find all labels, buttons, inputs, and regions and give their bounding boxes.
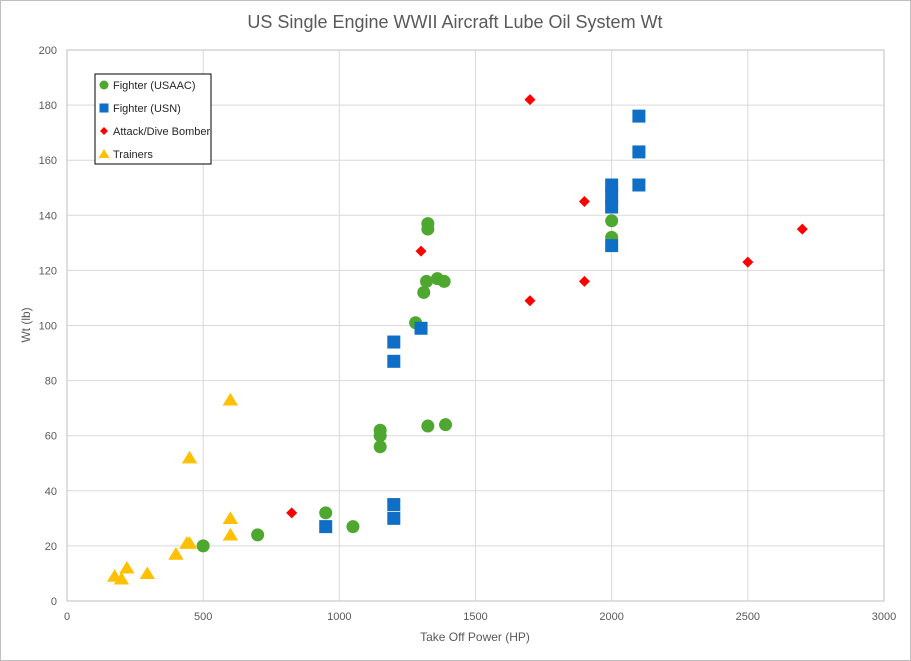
data-points <box>106 94 808 585</box>
chart-title: US Single Engine WWII Aircraft Lube Oil … <box>247 12 662 32</box>
data-point <box>251 528 265 542</box>
data-point <box>796 223 808 235</box>
series-trainers <box>106 392 239 585</box>
plot-area-border <box>66 49 885 602</box>
x-tick-label: 2000 <box>599 611 623 623</box>
data-point <box>181 450 198 464</box>
x-axis-ticks: 0 500 1000 1500 2000 2500 3000 <box>64 611 896 623</box>
y-tick-label: 200 <box>39 45 57 57</box>
data-point <box>439 418 453 432</box>
data-point <box>632 145 646 159</box>
legend-marker <box>98 149 110 158</box>
series-attack-dive-bomber <box>286 94 808 519</box>
y-tick-label: 20 <box>45 541 57 553</box>
data-point <box>524 94 536 106</box>
data-point <box>286 507 298 519</box>
data-point <box>421 217 435 231</box>
x-axis-label: Take Off Power (HP) <box>420 630 530 644</box>
y-tick-label: 100 <box>39 321 57 333</box>
data-point <box>222 527 239 541</box>
y-tick-label: 0 <box>51 596 57 608</box>
y-tick-label: 80 <box>45 376 57 388</box>
legend-entry: Fighter (USAAC) <box>99 80 196 92</box>
data-point <box>319 506 333 520</box>
data-point <box>181 536 198 549</box>
legend: Fighter (USAAC) Fighter (USN) Attack/Dive … <box>94 73 212 165</box>
data-point <box>119 560 135 574</box>
data-point <box>632 178 646 192</box>
data-point <box>222 511 239 524</box>
legend-label: Attack/Dive Bomber <box>113 126 211 138</box>
y-axis-ticks: 0 20 40 60 80 100 120 140 160 180 200 <box>39 45 57 608</box>
legend-label: Fighter (USN) <box>113 103 181 115</box>
data-point <box>414 321 428 335</box>
data-point <box>373 440 387 454</box>
data-point <box>632 109 646 123</box>
data-point <box>113 571 130 585</box>
data-point <box>605 239 619 253</box>
data-point <box>421 419 435 433</box>
legend-entry: Attack/Dive Bomber <box>100 126 211 138</box>
y-tick-label: 120 <box>39 265 57 277</box>
legend-label: Trainers <box>113 149 153 161</box>
data-point <box>605 189 619 203</box>
legend-entry: Fighter (USN) <box>99 103 181 115</box>
data-point <box>387 498 401 512</box>
data-point <box>415 245 427 257</box>
data-point <box>524 295 536 307</box>
data-point <box>605 214 619 228</box>
data-point <box>417 285 431 299</box>
x-tick-label: 2500 <box>736 611 760 623</box>
data-point <box>387 354 401 368</box>
data-point <box>419 274 433 288</box>
data-point <box>742 256 754 268</box>
data-point <box>578 196 590 208</box>
y-axis-label: Wt (lb) <box>19 307 33 342</box>
data-point <box>222 392 239 406</box>
legend-marker <box>99 103 109 113</box>
data-point <box>168 547 184 560</box>
y-tick-label: 160 <box>39 155 57 167</box>
legend-label: Fighter (USAAC) <box>113 80 196 92</box>
legend-box <box>94 73 212 165</box>
x-tick-label: 1500 <box>463 611 487 623</box>
data-point <box>346 520 360 534</box>
data-point <box>437 274 451 288</box>
series-fighter-usn <box>319 109 646 534</box>
series-fighter-usaac <box>196 214 619 553</box>
y-tick-label: 180 <box>39 100 57 112</box>
data-point <box>387 511 401 525</box>
y-tick-label: 140 <box>39 210 57 222</box>
data-point <box>319 520 333 534</box>
legend-marker <box>99 80 109 90</box>
data-point <box>196 539 210 553</box>
data-point <box>387 335 401 349</box>
data-point <box>605 178 619 192</box>
data-point <box>373 423 387 437</box>
x-tick-label: 0 <box>64 611 70 623</box>
x-tick-label: 3000 <box>872 611 896 623</box>
data-point <box>605 200 619 214</box>
y-tick-label: 60 <box>45 431 57 443</box>
x-tick-label: 1000 <box>327 611 351 623</box>
data-point <box>578 275 590 287</box>
y-tick-label: 40 <box>45 486 57 498</box>
legend-marker <box>100 127 108 135</box>
data-point <box>139 566 156 580</box>
x-tick-label: 500 <box>194 611 212 623</box>
legend-entry: Trainers <box>98 149 153 161</box>
